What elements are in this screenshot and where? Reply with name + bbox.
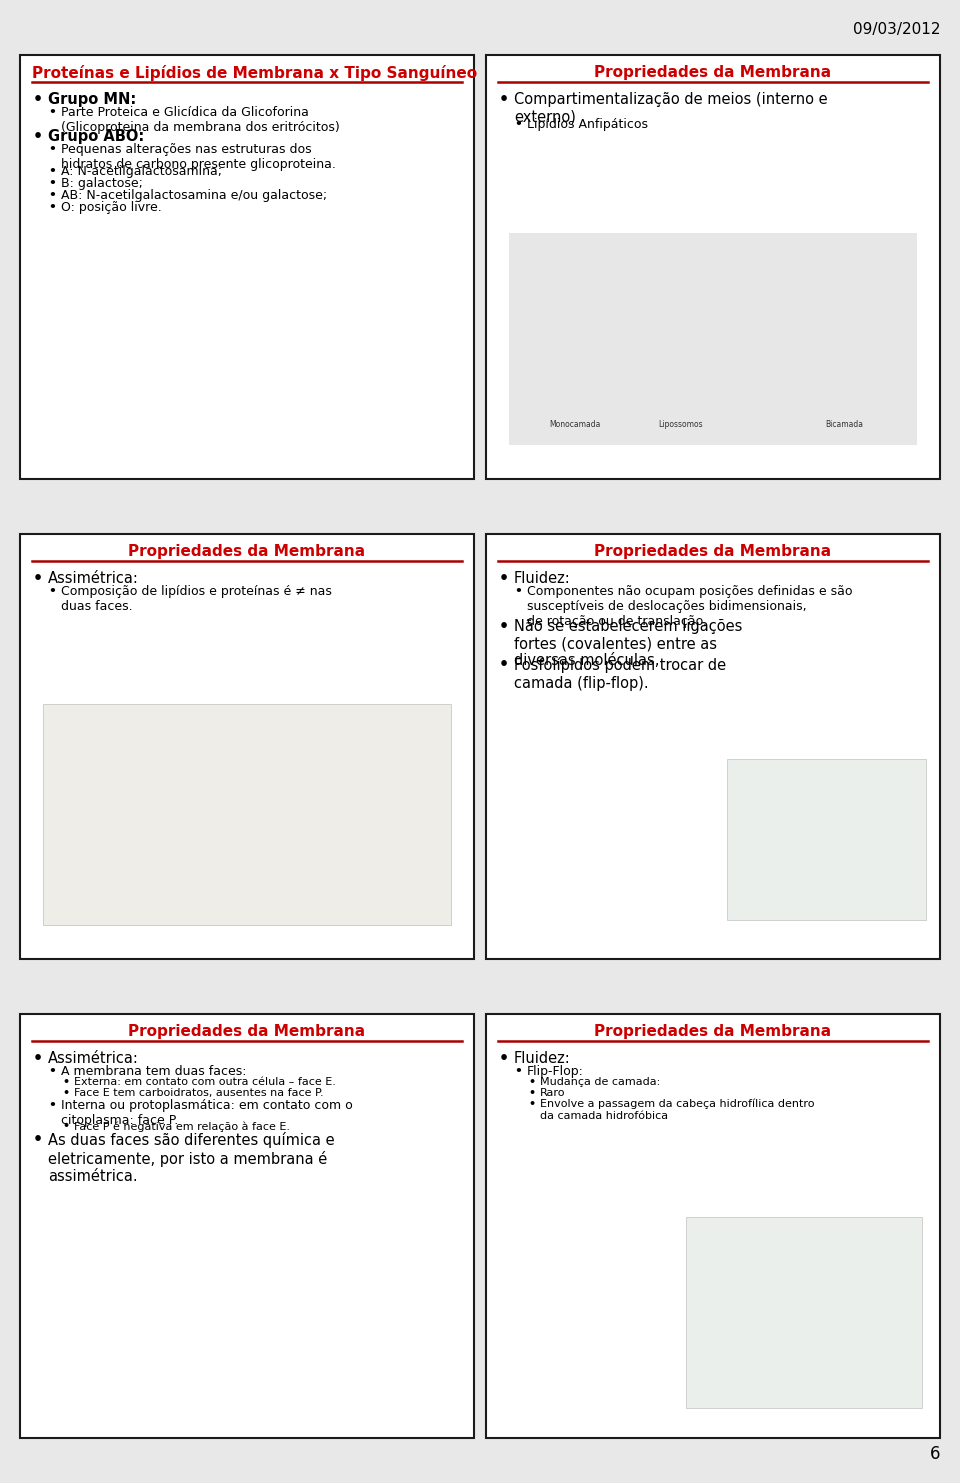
Text: •: • bbox=[62, 1087, 69, 1097]
Text: Fosfolípidos podem trocar de
camada (flip-flop).: Fosfolípidos podem trocar de camada (fli… bbox=[514, 657, 726, 691]
Bar bbox=[486, 55, 940, 479]
Text: Bicamada: Bicamada bbox=[825, 420, 863, 429]
Text: Composição de lipídios e proteínas é ≠ nas
duas faces.: Composição de lipídios e proteínas é ≠ n… bbox=[61, 586, 332, 614]
Text: As duas faces são diferentes química e
eletricamente, por isto a membrana é
assi: As duas faces são diferentes química e e… bbox=[48, 1133, 335, 1185]
Text: •: • bbox=[62, 1077, 69, 1087]
Text: 6: 6 bbox=[929, 1444, 940, 1464]
Text: •: • bbox=[528, 1087, 535, 1097]
Text: •: • bbox=[528, 1099, 535, 1109]
Text: •: • bbox=[33, 571, 43, 586]
Text: •: • bbox=[48, 165, 56, 178]
Bar bbox=[20, 55, 474, 479]
Text: Face P é negativa em relação à face E.: Face P é negativa em relação à face E. bbox=[74, 1121, 290, 1132]
Text: •: • bbox=[499, 571, 509, 586]
Bar bbox=[509, 233, 918, 445]
Text: •: • bbox=[499, 1051, 509, 1066]
Text: Grupo ABO:: Grupo ABO: bbox=[48, 129, 144, 144]
Text: AB: N-acetilgalactosamina e/ou galactose;: AB: N-acetilgalactosamina e/ou galactose… bbox=[61, 190, 327, 202]
Text: B: galactose;: B: galactose; bbox=[61, 178, 143, 190]
Text: •: • bbox=[48, 586, 56, 598]
Text: •: • bbox=[33, 129, 43, 144]
Bar bbox=[685, 1218, 922, 1409]
Text: Propriedades da Membrana: Propriedades da Membrana bbox=[594, 65, 831, 80]
Text: Fluidez:: Fluidez: bbox=[514, 571, 571, 586]
Text: Externa: em contato com outra célula – face E.: Externa: em contato com outra célula – f… bbox=[74, 1077, 336, 1087]
Bar bbox=[42, 704, 451, 925]
Text: Assimétrica:: Assimétrica: bbox=[48, 1051, 139, 1066]
Bar bbox=[727, 759, 926, 921]
Text: •: • bbox=[48, 142, 56, 156]
Text: Assimétrica:: Assimétrica: bbox=[48, 571, 139, 586]
Text: •: • bbox=[62, 1121, 69, 1132]
Text: Compartimentalização de meios (interno e
externo): Compartimentalização de meios (interno e… bbox=[514, 92, 828, 125]
Text: Parte Proteica e Glicídica da Glicoforina
(Glicoproteina da membrana dos eritróc: Parte Proteica e Glicídica da Glicoforin… bbox=[61, 107, 340, 133]
Text: Envolve a passagem da cabeça hidrofílica dentro
da camada hidrofóbica: Envolve a passagem da cabeça hidrofílica… bbox=[540, 1099, 814, 1121]
Text: Propriedades da Membrana: Propriedades da Membrana bbox=[594, 544, 831, 559]
Text: Componentes não ocupam posições definidas e são
susceptíveis de deslocações bidi: Componentes não ocupam posições definida… bbox=[527, 586, 852, 629]
Text: Mudança de camada:: Mudança de camada: bbox=[540, 1077, 660, 1087]
Text: •: • bbox=[48, 178, 56, 190]
Text: •: • bbox=[48, 190, 56, 202]
Text: •: • bbox=[48, 1099, 56, 1112]
Text: Lipídios Anfipáticos: Lipídios Anfipáticos bbox=[527, 119, 648, 132]
Bar bbox=[20, 1014, 474, 1439]
Text: Pequenas alterações nas estruturas dos
hidratos de carbono presente glicoprotein: Pequenas alterações nas estruturas dos h… bbox=[61, 142, 336, 171]
Bar bbox=[486, 534, 940, 958]
Text: Propriedades da Membrana: Propriedades da Membrana bbox=[129, 1023, 366, 1038]
Text: •: • bbox=[48, 1065, 56, 1078]
Text: A membrana tem duas faces:: A membrana tem duas faces: bbox=[61, 1065, 247, 1078]
Bar bbox=[486, 1014, 940, 1439]
Text: 09/03/2012: 09/03/2012 bbox=[852, 22, 940, 37]
Text: A: N-acetilgalactosamina;: A: N-acetilgalactosamina; bbox=[61, 165, 222, 178]
Text: O: posição livre.: O: posição livre. bbox=[61, 202, 161, 214]
Text: Propriedades da Membrana: Propriedades da Membrana bbox=[594, 1023, 831, 1038]
Text: Não se estabelecerem ligações
fortes (covalentes) entre as
diversas moléculas,: Não se estabelecerem ligações fortes (co… bbox=[514, 618, 742, 669]
Text: •: • bbox=[499, 657, 509, 672]
Text: Lipossomos: Lipossomos bbox=[658, 420, 703, 429]
Text: •: • bbox=[514, 586, 522, 598]
Text: Grupo MN:: Grupo MN: bbox=[48, 92, 136, 107]
Text: •: • bbox=[528, 1077, 535, 1087]
Text: •: • bbox=[33, 1133, 43, 1148]
Text: •: • bbox=[33, 92, 43, 107]
Text: •: • bbox=[499, 92, 509, 107]
Text: Face E tem carboidratos, ausentes na face P.: Face E tem carboidratos, ausentes na fac… bbox=[74, 1087, 324, 1097]
Bar bbox=[20, 534, 474, 958]
Text: Interna ou protoplasmática: em contato com o
citoplasma: face P.: Interna ou protoplasmática: em contato c… bbox=[61, 1099, 352, 1127]
Text: •: • bbox=[33, 1051, 43, 1066]
Text: Flip-Flop:: Flip-Flop: bbox=[527, 1065, 584, 1078]
Text: Monocamada: Monocamada bbox=[549, 420, 601, 429]
Text: Propriedades da Membrana: Propriedades da Membrana bbox=[129, 544, 366, 559]
Text: Proteínas e Lipídios de Membrana x Tipo Sanguíneo: Proteínas e Lipídios de Membrana x Tipo … bbox=[32, 65, 477, 82]
Text: •: • bbox=[499, 618, 509, 633]
Text: •: • bbox=[48, 202, 56, 214]
Text: •: • bbox=[514, 119, 522, 132]
Text: Fluidez:: Fluidez: bbox=[514, 1051, 571, 1066]
Text: Raro: Raro bbox=[540, 1087, 565, 1097]
Text: •: • bbox=[48, 107, 56, 119]
Text: •: • bbox=[514, 1065, 522, 1078]
